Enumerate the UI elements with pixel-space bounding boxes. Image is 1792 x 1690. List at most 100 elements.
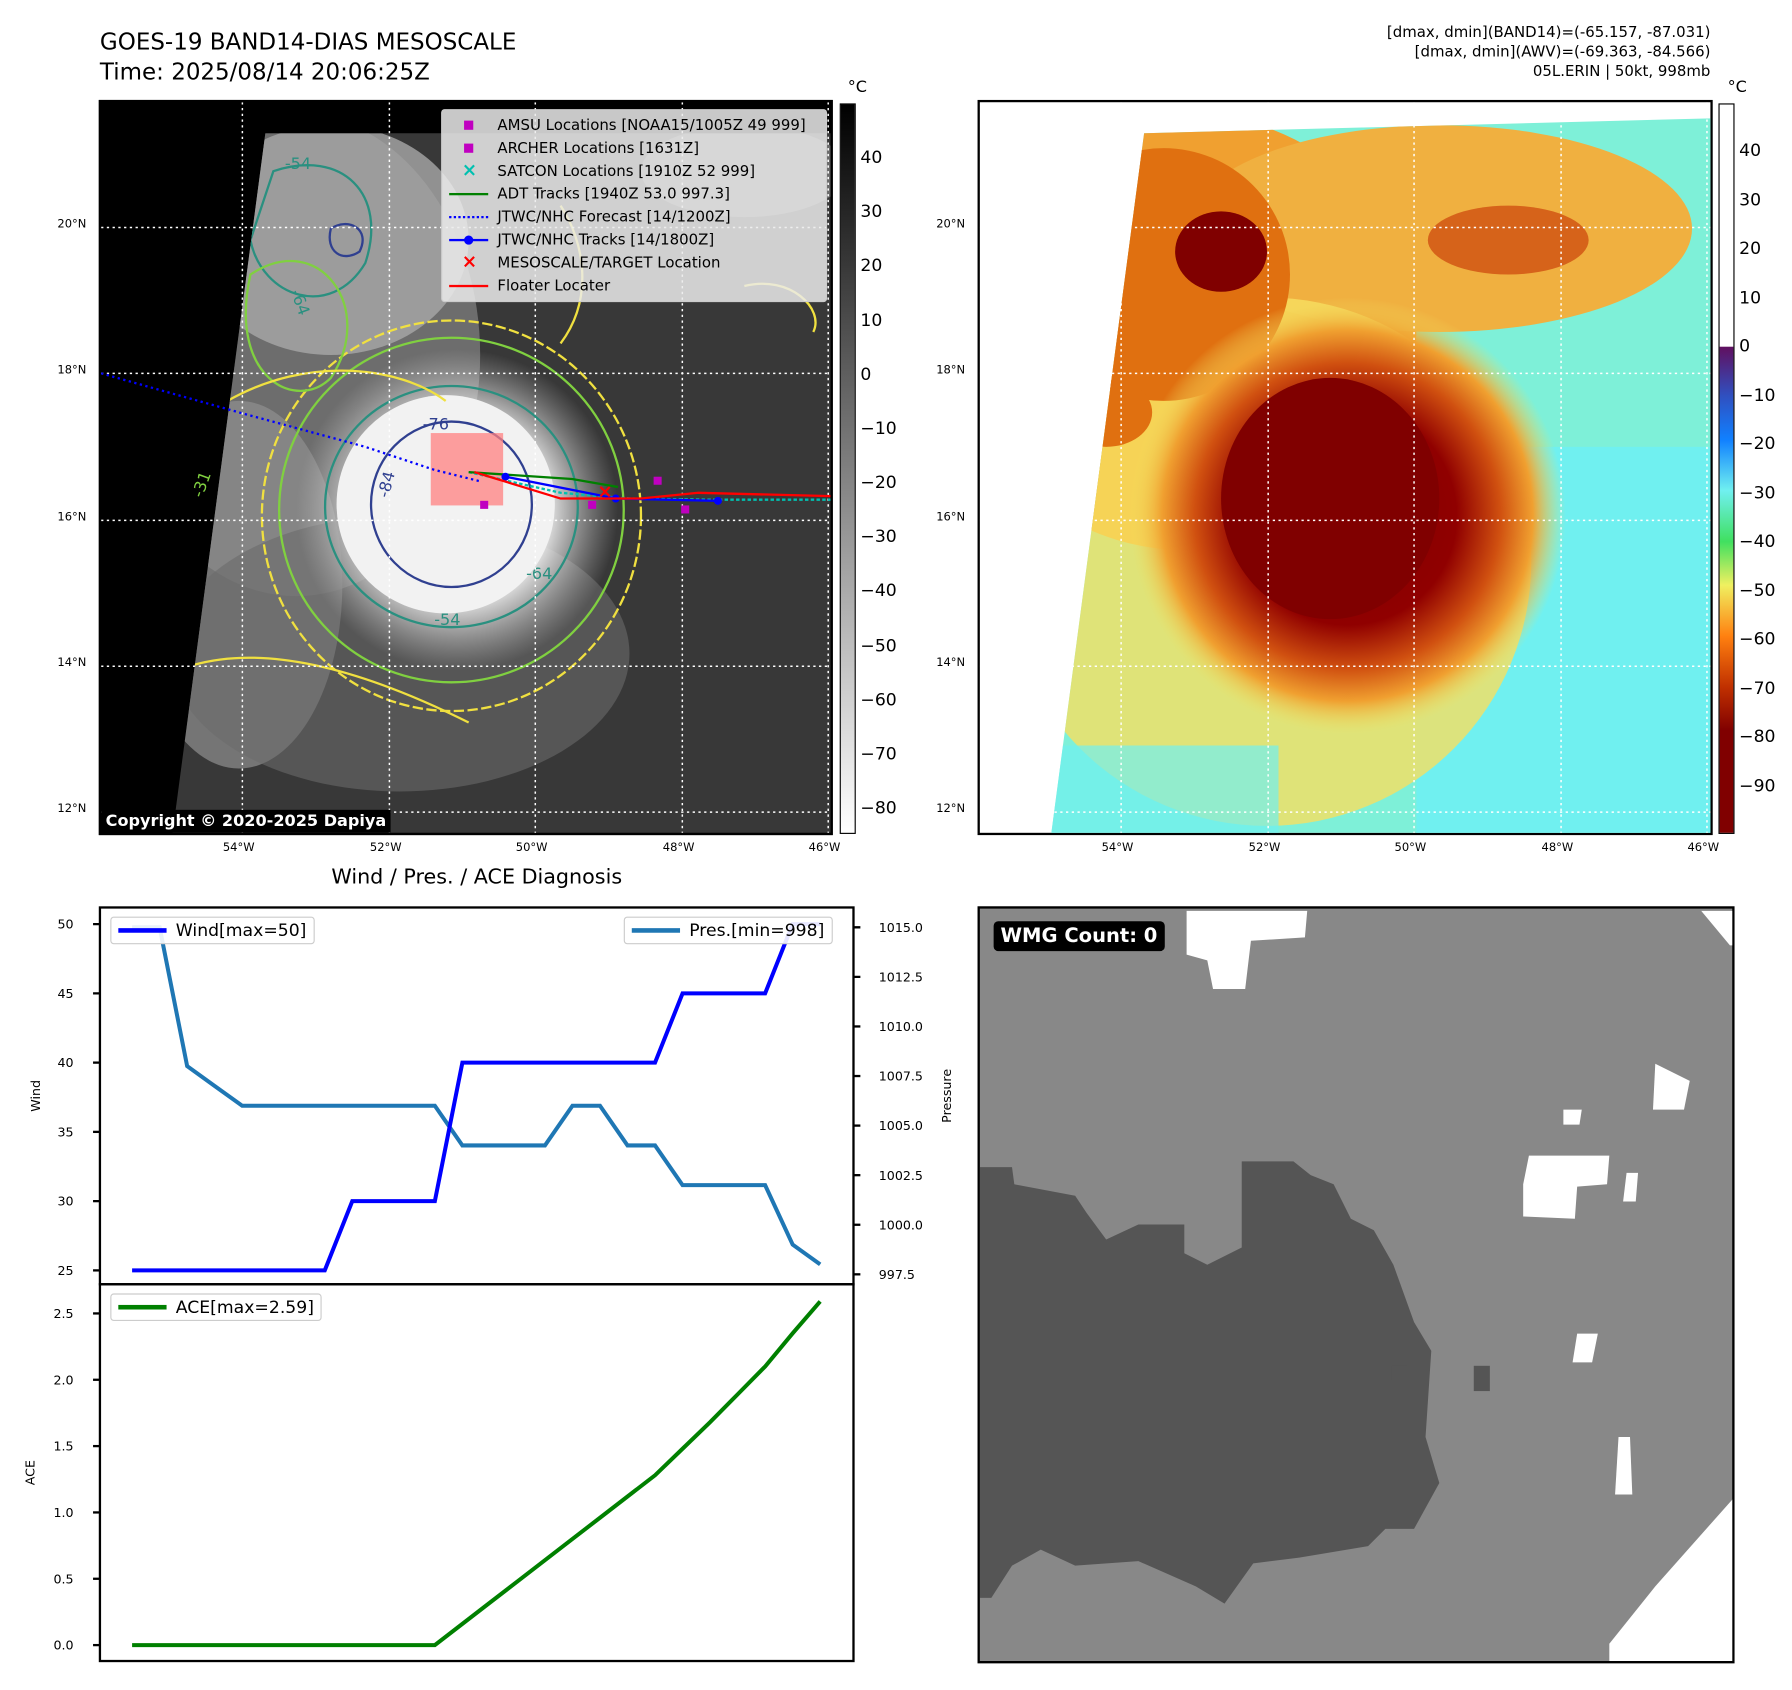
wmg-dark-patches bbox=[1391, 1365, 1490, 1392]
colorbar-tick: −50 bbox=[1739, 579, 1776, 601]
colorbar-tick: −60 bbox=[1739, 628, 1776, 650]
colorbar-tick: 40 bbox=[860, 147, 883, 168]
lat-tick: 20°N bbox=[936, 218, 966, 231]
legend-label: AMSU Locations [NOAA15/1005Z 49 999] bbox=[497, 116, 806, 134]
legend-item: × MESOSCALE/TARGET Location bbox=[449, 250, 819, 275]
pressure-tick-label: 1005.0 bbox=[879, 1118, 923, 1133]
pressure-axis-label: Pressure bbox=[939, 1069, 954, 1123]
target-x-icon: × bbox=[597, 481, 612, 502]
wind-tick-label: 35 bbox=[57, 1124, 73, 1139]
lat-tick: 20°N bbox=[57, 218, 87, 231]
legend-label: JTWC/NHC Tracks [14/1800Z] bbox=[497, 231, 715, 249]
colorbar-tick: 10 bbox=[860, 309, 883, 331]
colorbar-tick: 30 bbox=[1739, 188, 1762, 210]
colorbar-tick: −40 bbox=[860, 580, 897, 602]
pressure-tick-label: 1000.0 bbox=[879, 1217, 923, 1232]
pressure-tick-label: 997.5 bbox=[879, 1267, 915, 1282]
lon-tick: 46°W bbox=[1687, 841, 1720, 855]
lon-tick: 52°W bbox=[1248, 841, 1281, 855]
colorbar-tick: −10 bbox=[1739, 384, 1776, 405]
colorbar-tick: −30 bbox=[1739, 481, 1776, 503]
lon-tick: 54°W bbox=[222, 841, 255, 855]
contour-label: -54 bbox=[434, 610, 460, 629]
lat-tick: 18°N bbox=[936, 364, 966, 377]
legend-item: Floater Locater bbox=[449, 275, 819, 298]
colorbar1-unit: °C bbox=[847, 78, 868, 97]
wind-legend-label: Wind[max=50] bbox=[175, 920, 307, 941]
line-marker-icon bbox=[449, 210, 489, 224]
colorbar-tick: −30 bbox=[860, 526, 897, 547]
legend-label: JTWC/NHC Forecast [14/1200Z] bbox=[497, 208, 731, 226]
diagnosis-title: Wind / Pres. / ACE Diagnosis bbox=[331, 864, 623, 890]
wind-pressure-axes bbox=[98, 906, 855, 1286]
contour-label: -76 bbox=[423, 415, 449, 434]
line-marker-icon bbox=[449, 279, 489, 293]
gridlines bbox=[979, 102, 1711, 833]
ace-tick-label: 0.5 bbox=[53, 1571, 73, 1586]
wind-line bbox=[132, 922, 821, 1273]
legend-item: ARCHER Locations [1631Z] bbox=[449, 137, 819, 160]
amsu-marker bbox=[681, 505, 690, 514]
colorbar-tick: 20 bbox=[1739, 237, 1762, 259]
colorbar-tick: −60 bbox=[860, 688, 897, 710]
colorbar-tick: 40 bbox=[1739, 140, 1762, 161]
ace-axis-label: ACE bbox=[22, 1460, 37, 1485]
lon-tick: 48°W bbox=[662, 841, 695, 855]
contour-label: -31 bbox=[188, 469, 215, 500]
stats-block: [dmax, dmin](BAND14)=(-65.157, -87.031) … bbox=[1387, 23, 1711, 82]
colorbar-tick: 0 bbox=[1739, 335, 1751, 357]
pressure-tick-label: 1010.0 bbox=[879, 1019, 923, 1034]
floater-box bbox=[430, 433, 504, 506]
legend-label: Floater Locater bbox=[497, 277, 611, 295]
colorbar-tick: −10 bbox=[860, 417, 897, 439]
legend-item: ADT Tracks [1940Z 53.0 997.3] bbox=[449, 183, 819, 206]
archer-marker bbox=[480, 500, 489, 509]
ace-legend: ACE[max=2.59] bbox=[110, 1293, 322, 1322]
colorbar-tick: −40 bbox=[1739, 530, 1776, 552]
contour-label: -64 bbox=[526, 564, 552, 583]
pressure-tick-label: 1002.5 bbox=[879, 1168, 923, 1183]
legend-label: MESOSCALE/TARGET Location bbox=[497, 254, 721, 272]
colorbar2-unit: °C bbox=[1727, 78, 1747, 97]
lat-tick: 14°N bbox=[936, 657, 966, 670]
ace-tick-label: 1.0 bbox=[53, 1505, 73, 1520]
wmg-map bbox=[979, 910, 1733, 1662]
wmg-count-badge: WMG Count: 0 bbox=[993, 921, 1165, 952]
ace-tick-label: 1.5 bbox=[53, 1439, 73, 1454]
lat-tick: 16°N bbox=[936, 511, 966, 524]
wmg-dark-region bbox=[979, 1161, 1440, 1604]
lon-tick: 52°W bbox=[369, 841, 402, 855]
pressure-line bbox=[132, 925, 822, 1267]
forecast-track bbox=[101, 372, 481, 483]
wind-axis-label: Wind bbox=[28, 1080, 43, 1112]
ir-map: -54 -64 -76 -54 -64 -31 -84 × bbox=[101, 102, 831, 833]
lat-tick: 14°N bbox=[57, 657, 87, 670]
wind-tick-label: 50 bbox=[57, 917, 73, 932]
pressure-tick-label: 1015.0 bbox=[879, 920, 923, 935]
storm-info: 05L.ERIN | 50kt, 998mb bbox=[1532, 63, 1711, 81]
map-legend: AMSU Locations [NOAA15/1005Z 49 999] ARCH… bbox=[441, 109, 828, 303]
wmg-white-regions bbox=[1186, 910, 1733, 1662]
stats-awv: [dmax, dmin](AWV)=(-69.363, -84.566) bbox=[1414, 43, 1711, 61]
colorbar-tick: −20 bbox=[860, 472, 897, 493]
diagnosis-chart: Wind Pressure ACE 25 30 35 40 45 50 997.5 1000.… bbox=[22, 906, 954, 1663]
best-track-point bbox=[713, 496, 722, 505]
colorbar-tick: 20 bbox=[860, 255, 883, 277]
lon-tick: 54°W bbox=[1101, 841, 1134, 855]
stats-band14: [dmax, dmin](BAND14)=(-65.157, -87.031) bbox=[1386, 24, 1711, 42]
awv-map-panel bbox=[977, 99, 1713, 836]
lat-tick: 16°N bbox=[57, 511, 87, 524]
colorbar1 bbox=[839, 103, 856, 834]
pressure-legend: Pres.[min=998] bbox=[623, 916, 833, 945]
legend-item: JTWC/NHC Forecast [14/1200Z] bbox=[449, 206, 819, 229]
colorbar2 bbox=[1718, 103, 1735, 834]
wind-legend-swatch bbox=[118, 928, 167, 933]
ace-legend-label: ACE[max=2.59] bbox=[175, 1296, 314, 1318]
colorbar-tick: −70 bbox=[1739, 677, 1776, 698]
x-marker-icon: × bbox=[461, 250, 478, 273]
colorbar-tick: −70 bbox=[860, 743, 897, 764]
colorbar-tick: 30 bbox=[860, 201, 883, 222]
contour-label: -54 bbox=[285, 154, 311, 173]
colorbar-tick: 10 bbox=[1739, 286, 1762, 308]
